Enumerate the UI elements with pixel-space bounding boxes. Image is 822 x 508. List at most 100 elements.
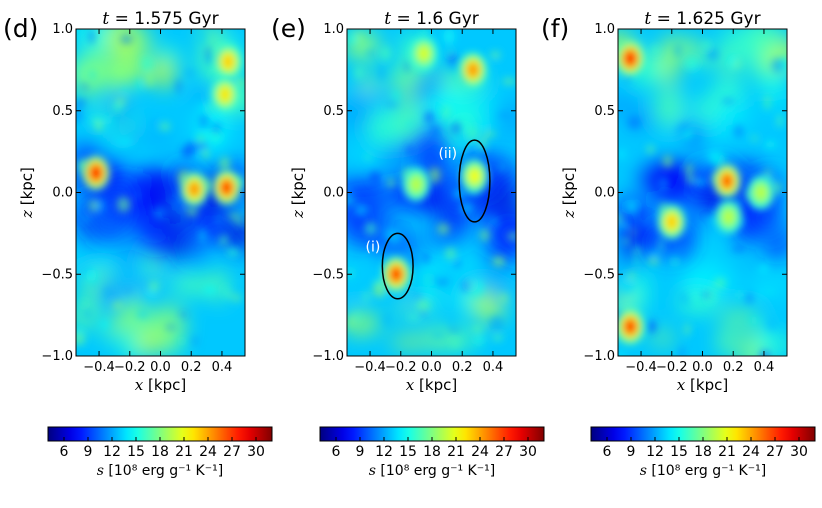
x-tick-label: −0.4 [83, 360, 115, 375]
title-eq: = [651, 9, 676, 29]
fine-blob [736, 291, 743, 298]
fine-blob [469, 291, 476, 298]
fine-blob [363, 290, 369, 303]
fine-blob [152, 206, 167, 220]
hot-spot [409, 36, 438, 72]
colorbar-tick-label: 18 [423, 444, 441, 460]
fine-blob [385, 102, 399, 107]
colorbar-tick-label: 6 [60, 444, 69, 460]
panel-title: t = 1.6 Gyr [384, 9, 479, 29]
fine-blob [633, 245, 641, 258]
fine-blob [435, 279, 449, 284]
fine-blob [226, 247, 240, 258]
colorbar-tick-label: 30 [247, 444, 265, 460]
fine-blob [165, 259, 170, 271]
texture-blob [117, 335, 137, 356]
fine-blob [104, 286, 111, 298]
fine-blob [81, 83, 89, 90]
fine-blob [744, 293, 755, 304]
y-tick-label: −1.0 [41, 349, 73, 364]
hot-spot [618, 40, 645, 76]
colorbar-label: s [10⁸ erg g⁻¹ K⁻¹] [640, 463, 766, 479]
hot-spot-layer [755, 186, 767, 199]
y-axis-unit: [kpc] [289, 167, 307, 205]
fine-blob [210, 122, 223, 135]
title-value: 1.6 Gyr [416, 9, 479, 29]
fine-blob [406, 120, 412, 129]
band-blob [483, 171, 516, 189]
texture-blob [692, 226, 716, 269]
fine-blob [215, 216, 221, 225]
fine-blob [441, 104, 451, 120]
colorbar-unit: [10⁸ erg g⁻¹ K⁻¹] [380, 463, 495, 479]
fine-blob [428, 167, 441, 184]
fine-blob [102, 117, 114, 122]
x-tick-label: 0.2 [452, 360, 473, 375]
fine-blob [475, 279, 484, 296]
fine-blob [646, 319, 656, 334]
fine-blob [159, 159, 172, 166]
hot-spot-layer [221, 181, 232, 195]
y-axis-label: z [kpc] [289, 167, 307, 219]
fine-blob [451, 122, 461, 135]
colorbar-label: s [10⁸ erg g⁻¹ K⁻¹] [97, 463, 223, 479]
fine-blob [618, 213, 622, 223]
texture-blob [484, 266, 508, 301]
fine-blob [679, 345, 685, 356]
x-axis-label: x [kpc] [677, 376, 728, 394]
entropy-map [618, 29, 787, 356]
fine-blob [446, 62, 460, 70]
fine-blob [472, 335, 485, 345]
fine-blob [176, 79, 182, 95]
texture-blob [366, 108, 403, 148]
fine-blob [198, 29, 205, 45]
fine-blob [490, 51, 501, 59]
y-tick-label: 0.0 [323, 186, 344, 201]
texture-blob [350, 145, 375, 178]
fine-blob [370, 171, 379, 185]
colorbar-tick-label: 27 [766, 444, 784, 460]
fine-blob [181, 312, 187, 317]
fine-blob [173, 195, 184, 211]
map-fine-texture [618, 40, 787, 356]
fine-blob [89, 70, 96, 80]
y-axis-unit: [kpc] [18, 167, 36, 205]
fine-blob [721, 98, 735, 104]
fine-blob [684, 56, 699, 70]
fine-blob [761, 262, 768, 273]
colorbar-tick-label: 12 [646, 444, 664, 460]
x-axis-label: x [kpc] [406, 376, 457, 394]
fine-blob [92, 279, 100, 285]
title-eq: = [391, 9, 416, 29]
x-axis-var: x [135, 376, 144, 394]
panel-title: t = 1.625 Gyr [644, 9, 760, 29]
map-fine-texture [76, 29, 245, 347]
y-tick-label: −0.5 [583, 267, 615, 282]
hot-spot-layer [467, 63, 479, 77]
fine-blob [179, 338, 185, 344]
fine-blob [480, 135, 487, 151]
texture-blob [713, 98, 751, 132]
hot-spot [180, 171, 209, 207]
fine-blob [233, 293, 241, 303]
x-tick-label: 0.2 [181, 360, 202, 375]
fine-blob [764, 140, 777, 149]
texture-blob [170, 274, 214, 297]
fine-blob [111, 101, 124, 114]
y-tick-label: 0.0 [594, 186, 615, 201]
fine-blob [91, 116, 102, 125]
texture-blob [484, 93, 502, 137]
fine-blob [693, 178, 708, 186]
y-tick-label: 0.5 [52, 104, 73, 119]
fine-blob [484, 131, 496, 137]
hot-spot [657, 204, 686, 240]
fine-blob [84, 308, 91, 319]
hot-spot [746, 175, 775, 210]
fine-blob [197, 105, 211, 110]
fine-blob [455, 133, 466, 149]
fine-blob [185, 207, 199, 216]
fine-blob [137, 78, 142, 91]
texture-blob [745, 29, 785, 54]
x-tick-label: 0.4 [212, 360, 233, 375]
texture-blob [448, 277, 465, 309]
